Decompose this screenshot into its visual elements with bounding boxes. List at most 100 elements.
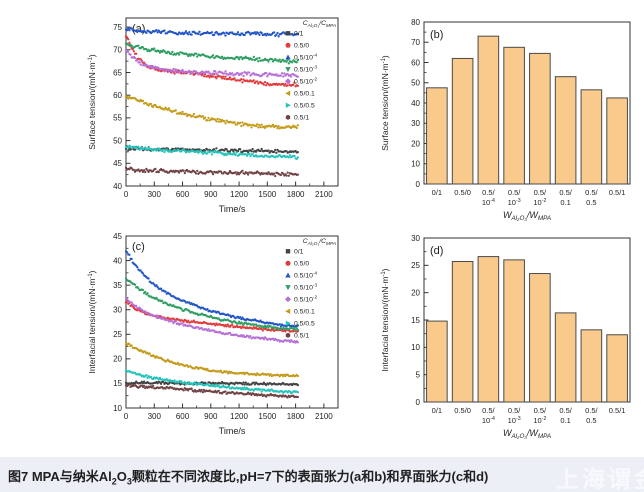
svg-text:300: 300	[148, 412, 162, 421]
svg-text:10-2: 10-2	[533, 198, 546, 207]
svg-text:0.1: 0.1	[560, 416, 570, 425]
svg-text:55: 55	[113, 114, 122, 123]
bar	[451, 261, 474, 403]
caption-bar: 图7 MPA与纳米Al2O3颗粒在不同浓度比,pH=7下的表面张力(a和b)和界…	[0, 457, 644, 492]
svg-text:0.5/0: 0.5/0	[454, 406, 471, 415]
svg-text:600: 600	[176, 190, 190, 199]
svg-text:1800: 1800	[287, 412, 305, 421]
svg-text:2100: 2100	[315, 190, 333, 199]
svg-text:15: 15	[113, 379, 122, 388]
svg-text:0.5/10-2: 0.5/10-2	[294, 76, 317, 85]
svg-text:1200: 1200	[230, 412, 248, 421]
svg-text:10: 10	[411, 160, 420, 169]
svg-text:0.5/10-2: 0.5/10-2	[294, 294, 317, 303]
panel-label: (a)	[132, 23, 145, 35]
panel-label: (c)	[132, 241, 145, 253]
svg-text:0.5/: 0.5/	[534, 188, 547, 197]
bar	[503, 46, 525, 185]
series-0.5-0.1	[124, 94, 300, 130]
bar	[529, 273, 551, 403]
bar	[477, 35, 500, 185]
x-axis-label: WAl₂O₃/WMPA	[503, 428, 551, 440]
svg-text:0.5/10-3: 0.5/10-3	[294, 282, 317, 291]
svg-text:1200: 1200	[230, 190, 248, 199]
svg-text:600: 600	[176, 412, 190, 421]
svg-text:0.5/0.5: 0.5/0.5	[294, 103, 315, 110]
svg-text:50: 50	[113, 136, 122, 145]
svg-text:30: 30	[411, 234, 420, 243]
x-axis-label: Time/s	[219, 204, 246, 214]
svg-text:40: 40	[113, 256, 122, 265]
x-axis-label: Time/s	[219, 426, 246, 436]
bar	[503, 259, 525, 403]
svg-text:10-4: 10-4	[482, 198, 495, 207]
panel-label: (d)	[430, 245, 443, 257]
svg-text:45: 45	[113, 159, 122, 168]
svg-text:75: 75	[113, 23, 122, 32]
svg-text:20: 20	[113, 355, 122, 364]
svg-text:0/1: 0/1	[294, 249, 304, 256]
svg-text:50: 50	[411, 79, 420, 88]
svg-text:30: 30	[113, 306, 122, 315]
svg-text:0.5/10-4: 0.5/10-4	[294, 270, 317, 279]
bar	[580, 89, 603, 185]
svg-text:0.5/: 0.5/	[508, 188, 521, 197]
svg-text:20: 20	[411, 139, 420, 148]
svg-text:25: 25	[113, 330, 122, 339]
svg-text:0/1: 0/1	[432, 188, 442, 197]
bar	[426, 320, 448, 403]
bar	[426, 87, 448, 185]
svg-text:0.5/: 0.5/	[585, 188, 598, 197]
svg-text:40: 40	[411, 99, 420, 108]
svg-text:70: 70	[411, 38, 420, 47]
bar	[477, 256, 500, 403]
svg-text:0.5/10-4: 0.5/10-4	[294, 52, 317, 61]
panel-label: (b)	[430, 29, 443, 41]
svg-text:0.1: 0.1	[560, 198, 570, 207]
legend: CAl₂O₃/CMPA 0/1 0.5/0 0.5/10-4 0.5/10-3 0.5/1…	[285, 238, 336, 340]
svg-text:80: 80	[411, 18, 420, 27]
chart-panel-a-surface-tension-kinetics: 40 45 50 55 60 65 70 75 0 300 600 900 1200 1500 1800 21…	[87, 17, 339, 214]
svg-text:30: 30	[411, 119, 420, 128]
svg-text:10-2: 10-2	[533, 416, 546, 425]
svg-text:900: 900	[204, 412, 218, 421]
series-0.5-1	[124, 166, 300, 178]
series-0.5-0.5	[124, 369, 300, 395]
svg-text:5: 5	[416, 370, 421, 379]
svg-text:0.5: 0.5	[586, 416, 596, 425]
svg-text:0.5/: 0.5/	[585, 406, 598, 415]
svg-text:CAl₂O₃/CMPA: CAl₂O₃/CMPA	[303, 238, 336, 247]
bar	[529, 52, 551, 185]
svg-text:1800: 1800	[287, 190, 305, 199]
svg-text:10-3: 10-3	[508, 416, 521, 425]
svg-text:60: 60	[411, 58, 420, 67]
svg-text:15: 15	[411, 316, 420, 325]
series-0.5-10---2-	[124, 296, 300, 344]
svg-text:10-3: 10-3	[508, 198, 521, 207]
series-0.5-10---3-	[124, 277, 300, 332]
svg-text:0.5/: 0.5/	[482, 406, 495, 415]
svg-text:CAl₂O₃/CMPA: CAl₂O₃/CMPA	[303, 20, 336, 29]
figure-caption: 图7 MPA与纳米Al2O3颗粒在不同浓度比,pH=7下的表面张力(a和b)和界…	[8, 469, 489, 487]
svg-text:0.5/1: 0.5/1	[609, 406, 626, 415]
svg-text:0.5/0.1: 0.5/0.1	[294, 91, 315, 98]
svg-text:0.5: 0.5	[586, 198, 596, 207]
svg-text:0.5/0.1: 0.5/0.1	[294, 309, 315, 316]
svg-text:900: 900	[204, 190, 218, 199]
svg-text:2100: 2100	[315, 412, 333, 421]
bar	[606, 97, 628, 185]
svg-text:0: 0	[124, 412, 129, 421]
bar	[580, 329, 603, 403]
svg-text:0.5/: 0.5/	[482, 188, 495, 197]
series-0.5-1	[124, 383, 300, 399]
bar	[554, 312, 577, 403]
svg-text:70: 70	[113, 46, 122, 55]
chart-panel-c-interfacial-tension-kinetics: 10 15 20 25 30 35 40 45 0 300 600 900 1200 1500 1800 21…	[87, 232, 339, 436]
svg-text:0.5/: 0.5/	[559, 188, 572, 197]
svg-text:0.5/: 0.5/	[534, 406, 547, 415]
svg-text:0.5/1: 0.5/1	[294, 333, 309, 340]
svg-text:60: 60	[113, 91, 122, 100]
series-0.5-0.5	[124, 144, 300, 161]
svg-text:0.5/: 0.5/	[508, 406, 521, 415]
